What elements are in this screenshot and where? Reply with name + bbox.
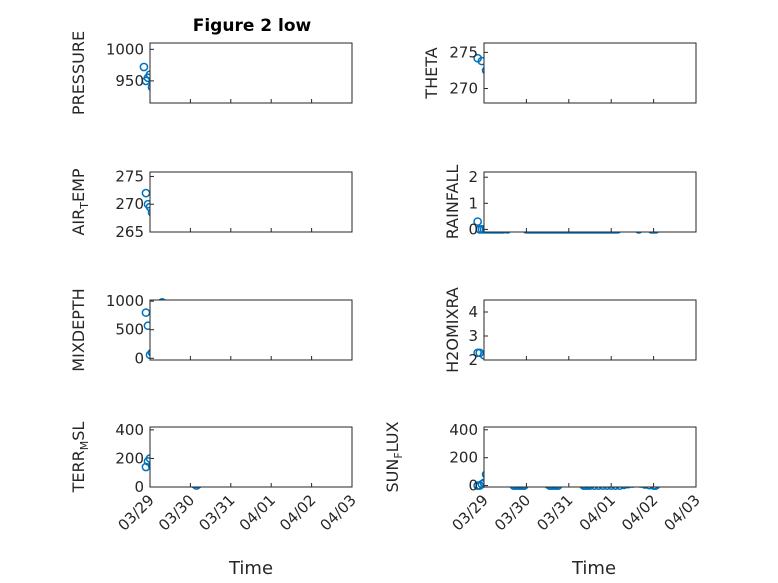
x-axis-label-right: Time (571, 558, 616, 579)
x-tick-label: 03/31 (533, 491, 576, 534)
y-tick-label: 270 (449, 80, 478, 98)
y-tick-label: 0 (468, 220, 478, 238)
y-tick-label: 400 (115, 421, 144, 439)
y-tick-label: 0 (134, 349, 144, 367)
plot-frame (149, 42, 353, 104)
data-point (475, 348, 485, 358)
chart-panel-h2omixra: H2OMIXRA 2 3 4 (443, 287, 697, 373)
y-tick-label: 2 (468, 351, 478, 369)
plot-frame (483, 426, 697, 488)
chart-panel-theta: THETA 270 275 (422, 42, 697, 104)
data-point (139, 62, 149, 72)
y-tick-label: 2 (468, 168, 478, 186)
y-tick-label: 0 (468, 477, 478, 495)
plot-frame (149, 171, 353, 233)
chart-panel-sun-flux: SUNFLUX 0 200 400 03/29 03/30 03/31 04/01 04/02… (383, 421, 704, 535)
plot-frame (483, 42, 697, 104)
plot-frame (149, 426, 353, 488)
y-axis-label: MIXDEPTH (69, 288, 88, 371)
x-axis-label-left: Time (228, 558, 273, 579)
x-tick-label: 03/31 (195, 491, 238, 534)
y-tick-label: 1000 (106, 40, 144, 58)
y-axis-label: THETA (422, 47, 441, 99)
y-tick-label: 1 (468, 194, 478, 212)
data-point (473, 217, 482, 226)
x-tick-label: 03/30 (491, 491, 534, 534)
x-tick-label: 04/01 (576, 491, 619, 534)
y-tick-label: 200 (449, 449, 478, 467)
y-tick-label: 265 (115, 223, 144, 241)
x-tick-label: 04/02 (276, 491, 319, 534)
y-tick-label: 950 (115, 72, 144, 90)
y-axis-label: PRESSURE (69, 31, 88, 115)
y-axis-label: TERRMSL (69, 422, 91, 494)
y-tick-label: 275 (115, 167, 144, 185)
x-tick-label: 03/30 (155, 491, 198, 534)
figure-title: Figure 2 low (193, 16, 312, 36)
chart-panel-air-temp: AIRTEMP 265 270 275 (69, 167, 353, 241)
y-axis-label: RAINFALL (443, 165, 462, 240)
chart-panel-pressure: PRESSURE 950 1000 (69, 31, 353, 115)
y-tick-label: 500 (115, 321, 144, 339)
y-tick-label: 200 (115, 449, 144, 467)
y-tick-label: 400 (449, 421, 478, 439)
y-tick-label: 270 (115, 195, 144, 213)
chart-panel-terr-msl: TERRMSL 0 200 400 03/2903/3003/3104/0104/02… (69, 421, 360, 535)
x-tick-label: 04/03 (661, 491, 704, 534)
y-tick-label: 275 (449, 43, 478, 61)
y-axis-label: AIRTEMP (69, 168, 91, 235)
y-tick-label: 3 (468, 327, 478, 345)
plot-frame (483, 171, 697, 233)
chart-panel-rainfall: RAINFALL 0 1 2 (443, 165, 697, 240)
x-tick-label: 03/29 (115, 491, 158, 534)
chart-panel-mixdepth: MIXDEPTH 0 500 1000 (69, 288, 353, 372)
y-tick-label: 0 (134, 478, 144, 496)
y-axis-label: SUNFLUX (383, 421, 405, 492)
x-tick-label: 03/29 (449, 491, 492, 534)
y-axis-label: H2OMIXRA (443, 287, 462, 373)
y-tick-label: 1000 (106, 292, 144, 310)
plot-frame (483, 299, 697, 361)
y-tick-label: 4 (468, 303, 478, 321)
plot-frame (149, 299, 353, 361)
x-tick-label: 04/01 (236, 491, 279, 534)
x-tick-label: 04/03 (317, 491, 360, 534)
x-tick-label: 04/02 (618, 491, 661, 534)
